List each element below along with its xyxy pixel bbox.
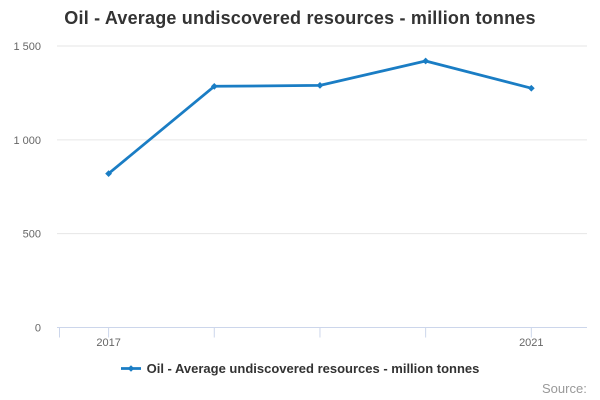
plot-area: 0 500 1 000 1 500 2017 2021 [13, 41, 587, 349]
data-point-marker[interactable] [422, 57, 430, 65]
legend-item-oil[interactable]: Oil - Average undiscovered resources - m… [120, 361, 480, 376]
x-axis-tick-label: 2017 [96, 337, 120, 349]
y-axis-tick-label: 0 [35, 323, 41, 335]
y-axis-tick-label: 1 500 [13, 41, 41, 53]
y-axis-tick-label: 500 [23, 229, 41, 241]
chart-title: Oil - Average undiscovered resources - m… [64, 8, 536, 28]
source-label: Source: [542, 381, 587, 396]
x-axis-tick-label: 2021 [519, 337, 543, 349]
data-point-marker[interactable] [105, 170, 112, 178]
data-point-marker[interactable] [316, 82, 324, 89]
legend-item-label: Oil - Average undiscovered resources - m… [146, 361, 480, 376]
legend: Oil - Average undiscovered resources - m… [0, 361, 600, 376]
y-axis-tick-label: 1 000 [13, 135, 41, 147]
data-point-marker[interactable] [210, 82, 218, 90]
data-point-marker[interactable] [527, 84, 535, 92]
series-line [107, 59, 533, 175]
legend-series-symbol [120, 365, 141, 372]
